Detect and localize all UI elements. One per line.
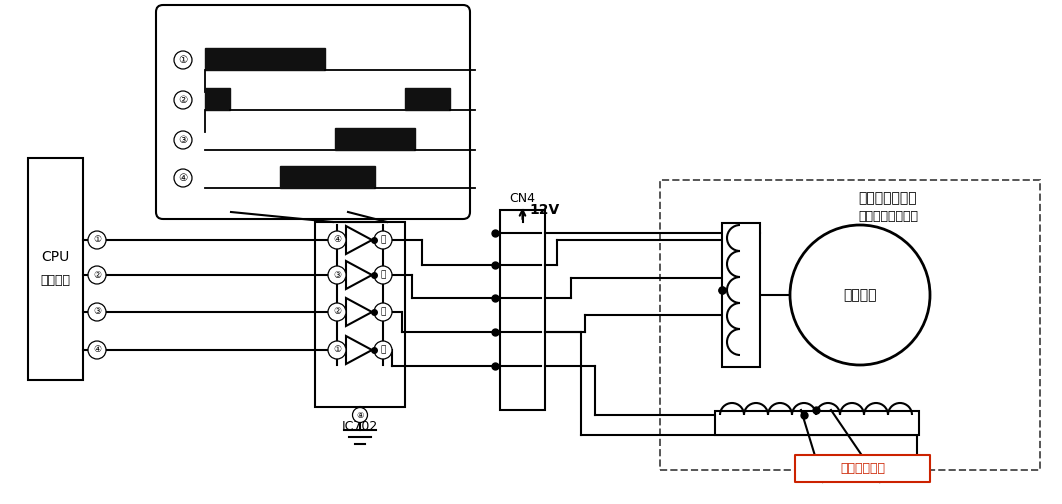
Text: ⑭: ⑭	[380, 271, 386, 280]
Text: 导风板驱动电机: 导风板驱动电机	[859, 191, 918, 205]
Circle shape	[174, 131, 192, 149]
Text: ①: ①	[333, 346, 341, 354]
Bar	[715, 411, 919, 435]
Circle shape	[353, 408, 367, 422]
Text: ①: ①	[93, 235, 101, 244]
Text: CN4: CN4	[510, 192, 535, 205]
Circle shape	[790, 225, 930, 365]
Circle shape	[88, 341, 106, 359]
Circle shape	[88, 231, 106, 249]
Text: ⑮: ⑮	[380, 307, 386, 317]
Bar	[722, 223, 760, 367]
Bar	[795, 455, 930, 482]
Bar	[28, 158, 83, 380]
Bar	[205, 88, 230, 110]
Bar	[315, 222, 405, 407]
Circle shape	[174, 91, 192, 109]
Circle shape	[374, 341, 392, 359]
Text: （自动摆动电机）: （自动摆动电机）	[858, 210, 918, 222]
Text: 微处理器: 微处理器	[40, 275, 70, 287]
Text: 12V: 12V	[530, 203, 560, 217]
Circle shape	[374, 303, 392, 321]
Circle shape	[328, 231, 346, 249]
Bar	[660, 180, 1040, 470]
Text: ⑧: ⑧	[356, 410, 364, 419]
Text: ②: ②	[93, 271, 101, 280]
Bar	[205, 48, 325, 70]
Circle shape	[374, 266, 392, 284]
Bar	[405, 88, 450, 110]
Text: 电机转子: 电机转子	[843, 288, 877, 302]
FancyBboxPatch shape	[156, 5, 470, 219]
Bar	[280, 166, 375, 188]
Text: ④: ④	[93, 346, 101, 354]
Text: ①: ①	[178, 55, 188, 65]
Text: CPU: CPU	[41, 250, 70, 264]
Text: ③: ③	[93, 307, 101, 317]
Text: ④: ④	[333, 235, 341, 244]
Circle shape	[174, 169, 192, 187]
Circle shape	[374, 231, 392, 249]
Circle shape	[328, 266, 346, 284]
Text: ②: ②	[333, 307, 341, 317]
Text: 电机定子线圈: 电机定子线圈	[840, 462, 885, 475]
Bar	[500, 210, 545, 410]
Text: IC702: IC702	[342, 420, 378, 433]
Circle shape	[88, 303, 106, 321]
Text: ③: ③	[178, 135, 188, 145]
Text: ②: ②	[178, 95, 188, 105]
Text: ③: ③	[333, 271, 341, 280]
Circle shape	[328, 341, 346, 359]
Text: ⑯: ⑯	[380, 346, 386, 354]
Text: ⑬: ⑬	[380, 235, 386, 244]
Bar	[335, 128, 415, 150]
Circle shape	[174, 51, 192, 69]
Text: ④: ④	[178, 173, 188, 183]
Circle shape	[88, 266, 106, 284]
Circle shape	[328, 303, 346, 321]
